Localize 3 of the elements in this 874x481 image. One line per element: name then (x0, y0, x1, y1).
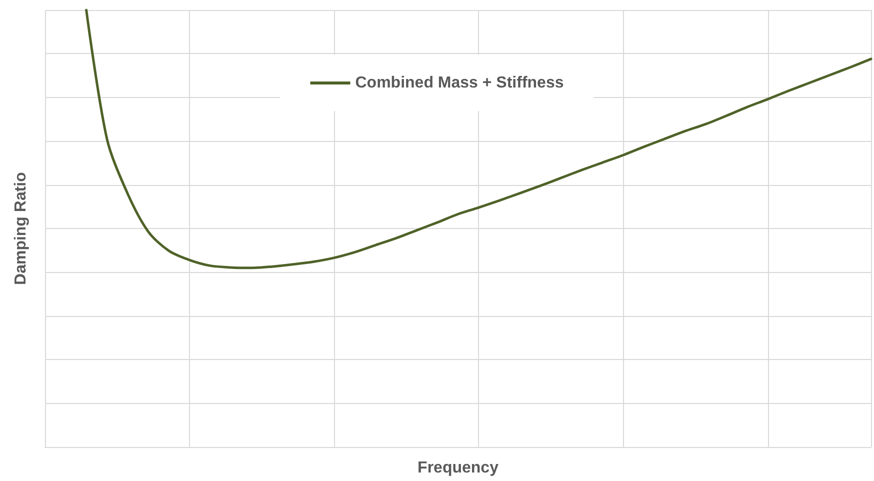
legend-label: Combined Mass + Stiffness (355, 74, 564, 92)
x-axis-title: Frequency (418, 460, 499, 476)
y-axis-title: Damping Ratio (12, 172, 30, 285)
